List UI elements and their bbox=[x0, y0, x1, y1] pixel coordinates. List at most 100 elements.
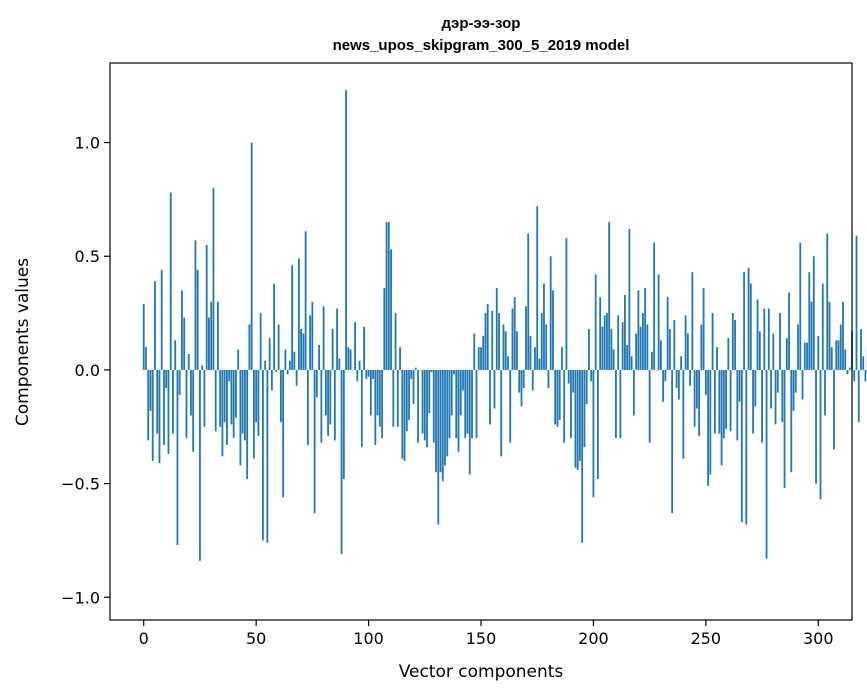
bar-component-35 bbox=[221, 369, 224, 457]
bar-component-43 bbox=[239, 369, 242, 466]
bar-component-259 bbox=[725, 369, 727, 430]
bar-component-272 bbox=[754, 369, 757, 407]
bar-component-54 bbox=[264, 360, 267, 370]
bar-component-70 bbox=[300, 329, 303, 370]
bar-component-20 bbox=[187, 354, 190, 370]
bar-component-217 bbox=[630, 356, 633, 370]
bar-component-113 bbox=[396, 369, 399, 427]
bar-component-65 bbox=[288, 360, 291, 370]
bar-component-96 bbox=[358, 360, 361, 370]
bar-component-25 bbox=[199, 369, 201, 561]
bar-component-197 bbox=[585, 369, 588, 405]
bar-component-47 bbox=[248, 324, 251, 370]
x-tick-label: 300 bbox=[803, 629, 834, 648]
bar-component-45 bbox=[244, 369, 246, 441]
bar-component-100 bbox=[367, 369, 370, 377]
bar-component-137 bbox=[450, 369, 453, 416]
bar-component-29 bbox=[208, 317, 210, 370]
bar-component-246 bbox=[695, 369, 698, 409]
bar-component-37 bbox=[226, 369, 228, 445]
bar-component-88 bbox=[340, 369, 343, 555]
bar-component-240 bbox=[682, 369, 685, 459]
bar-component-302 bbox=[821, 283, 824, 370]
bar-component-119 bbox=[410, 369, 413, 380]
bar-component-318 bbox=[857, 369, 860, 423]
bar-component-319 bbox=[860, 329, 862, 370]
bar-component-164 bbox=[511, 308, 514, 370]
bar-component-114 bbox=[399, 347, 401, 370]
bar-component-261 bbox=[729, 369, 732, 432]
bar-component-64 bbox=[286, 369, 289, 375]
bar-component-74 bbox=[309, 315, 312, 370]
bar-component-306 bbox=[830, 347, 833, 370]
bar-component-300 bbox=[817, 335, 820, 370]
chart-title: дэр-ээ-зор bbox=[442, 15, 521, 32]
bar-component-289 bbox=[792, 369, 795, 411]
bar-component-121 bbox=[414, 367, 417, 370]
bar-component-248 bbox=[700, 324, 703, 370]
bar-component-2 bbox=[147, 369, 150, 441]
bar-component-182 bbox=[552, 290, 554, 370]
bar-component-196 bbox=[583, 369, 586, 448]
bar-component-167 bbox=[518, 369, 521, 393]
bar-component-156 bbox=[493, 369, 496, 409]
bar-component-82 bbox=[327, 369, 329, 436]
bar-component-136 bbox=[448, 369, 451, 439]
bar-component-189 bbox=[567, 369, 570, 384]
bar-component-148 bbox=[475, 369, 478, 439]
bar-component-48 bbox=[250, 142, 253, 370]
bar-component-169 bbox=[522, 369, 525, 389]
bar-component-81 bbox=[324, 369, 327, 416]
bar-component-230 bbox=[659, 340, 662, 370]
bar-component-87 bbox=[338, 358, 341, 370]
bar-component-55 bbox=[266, 369, 269, 543]
bar-component-263 bbox=[734, 319, 736, 370]
bar-component-107 bbox=[383, 288, 386, 370]
bar-component-221 bbox=[639, 326, 642, 370]
bar-component-281 bbox=[774, 369, 777, 425]
bar-component-63 bbox=[284, 349, 287, 370]
bar-component-6 bbox=[156, 369, 159, 434]
bar-component-257 bbox=[720, 369, 723, 466]
bar-component-193 bbox=[576, 369, 579, 470]
bar-component-159 bbox=[500, 369, 503, 457]
bar-component-187 bbox=[563, 369, 566, 443]
bar-component-208 bbox=[610, 329, 613, 370]
bar-component-165 bbox=[513, 297, 516, 370]
bar-component-154 bbox=[489, 369, 491, 425]
bar-component-175 bbox=[536, 206, 539, 370]
bar-component-46 bbox=[246, 369, 249, 480]
bar-component-211 bbox=[617, 315, 620, 370]
bar-component-301 bbox=[819, 369, 822, 500]
bar-component-11 bbox=[167, 369, 170, 455]
bar-component-205 bbox=[603, 315, 606, 370]
bar-component-229 bbox=[657, 274, 660, 370]
bar-component-84 bbox=[331, 329, 334, 370]
bar-component-112 bbox=[394, 313, 397, 370]
bar-component-188 bbox=[565, 238, 568, 370]
bar-component-271 bbox=[752, 369, 754, 434]
bar-component-83 bbox=[329, 369, 332, 425]
y-tick-label: −0.5 bbox=[61, 475, 100, 494]
bar-component-109 bbox=[387, 222, 390, 370]
bar-component-44 bbox=[241, 369, 244, 434]
bar-component-115 bbox=[401, 369, 404, 459]
bar-component-52 bbox=[259, 313, 262, 370]
bar-component-15 bbox=[176, 369, 179, 545]
bar-component-238 bbox=[677, 369, 680, 400]
bar-component-320 bbox=[862, 356, 865, 370]
bar-component-69 bbox=[297, 258, 300, 370]
bar-component-116 bbox=[403, 369, 406, 461]
bar-component-127 bbox=[428, 369, 431, 414]
bar-component-233 bbox=[666, 297, 669, 370]
bar-component-152 bbox=[484, 313, 487, 370]
bar-component-239 bbox=[680, 356, 683, 370]
bar-component-295 bbox=[806, 342, 808, 370]
bar-component-66 bbox=[291, 265, 294, 370]
bar-component-104 bbox=[376, 369, 379, 416]
bar-component-202 bbox=[597, 369, 599, 480]
bar-component-269 bbox=[747, 267, 750, 370]
bar-component-253 bbox=[711, 313, 714, 370]
bar-component-204 bbox=[601, 326, 604, 370]
bar-component-17 bbox=[181, 290, 183, 370]
